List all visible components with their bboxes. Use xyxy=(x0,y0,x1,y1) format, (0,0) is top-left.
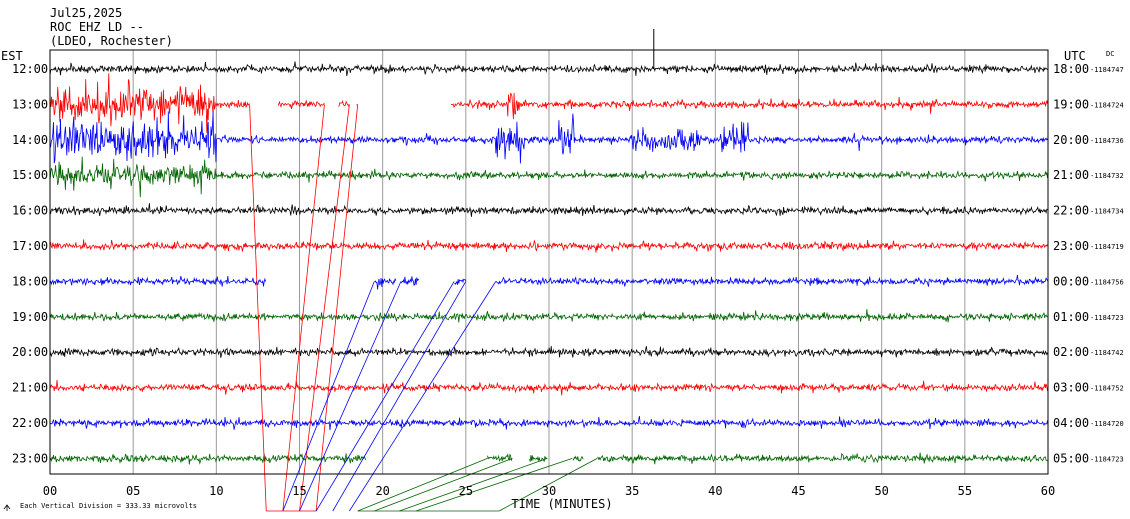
seismic-trace-1900 xyxy=(49,309,1048,323)
header-station: ROC EHZ LD -- xyxy=(50,20,144,34)
seismic-trace-1500 xyxy=(49,156,1048,198)
seismic-trace-1600 xyxy=(49,203,1048,217)
header-network: (LDEO, Rochester) xyxy=(50,34,173,48)
gap-connector-line xyxy=(299,281,402,512)
row-est-label: 15:00 xyxy=(12,168,48,182)
gap-connector-line xyxy=(332,281,467,512)
gap-connector-line xyxy=(315,104,359,512)
row-dc-label: -1184734 xyxy=(1090,208,1124,216)
row-est-label: 16:00 xyxy=(12,204,48,218)
x-tick-label: 45 xyxy=(791,484,805,498)
x-tick-label: 10 xyxy=(209,484,223,498)
gap-connector-line xyxy=(415,458,573,512)
gap-connector-lines xyxy=(249,104,598,512)
seismic-trace-1800 xyxy=(49,274,1048,290)
x-tick-label: 30 xyxy=(542,484,556,498)
row-est-label: 20:00 xyxy=(12,345,48,359)
gap-connector-line xyxy=(374,458,513,512)
scale-arrow-icon xyxy=(3,504,11,511)
row-utc-label: 02:00 xyxy=(1053,345,1089,359)
x-tick-label: 05 xyxy=(126,484,140,498)
gap-connector-line xyxy=(349,281,497,512)
x-axis-ticks: 00 05 10 15 20 25 30 35 40 45 50 55 60 xyxy=(43,484,1055,498)
row-dc-label: -1184747 xyxy=(1090,66,1124,74)
seismic-trace-2300 xyxy=(49,452,1048,465)
seismic-trace-1700 xyxy=(49,239,1048,253)
x-tick-label: 55 xyxy=(958,484,972,498)
x-tick-label: 25 xyxy=(459,484,473,498)
seismic-traces xyxy=(49,29,1048,465)
scale-note: Each Vertical Division = 333.33 microvol… xyxy=(20,502,197,510)
chart-grid xyxy=(132,50,966,474)
gap-connector-line xyxy=(282,281,375,512)
x-tick-label: 50 xyxy=(874,484,888,498)
gap-connector-line xyxy=(357,458,488,512)
row-dc-label: -1184724 xyxy=(1090,101,1124,109)
row-utc-label: 21:00 xyxy=(1053,168,1089,182)
x-tick-label: 35 xyxy=(625,484,639,498)
chart-labels: Jul25,2025 ROC EHZ LD -- (LDEO, Rocheste… xyxy=(1,6,1114,511)
row-est-label: 13:00 xyxy=(12,97,48,111)
gap-connector-line xyxy=(299,104,350,512)
row-utc-label: 23:00 xyxy=(1053,239,1089,253)
row-dc-label: -1184742 xyxy=(1090,349,1124,357)
row-est-label: 23:00 xyxy=(12,451,48,465)
row-est-label: 21:00 xyxy=(12,381,48,395)
header-date: Jul25,2025 xyxy=(50,6,122,20)
row-dc-label: -1184719 xyxy=(1090,243,1124,251)
row-utc-label: 20:00 xyxy=(1053,133,1089,147)
seismic-trace-2000 xyxy=(49,345,1048,358)
row-est-label: 19:00 xyxy=(12,310,48,324)
x-tick-label: 60 xyxy=(1041,484,1055,498)
gap-connector-line xyxy=(315,281,455,512)
row-dc-label: -1184732 xyxy=(1090,172,1124,180)
x-tick-label: 40 xyxy=(708,484,722,498)
seismic-trace-1300 xyxy=(49,73,1048,133)
row-est-label: 22:00 xyxy=(12,416,48,430)
gap-connector-line xyxy=(249,104,267,512)
row-dc-label: -1184752 xyxy=(1090,385,1124,393)
plot-frame xyxy=(49,49,1049,475)
x-tick-label: 20 xyxy=(375,484,389,498)
left-timezone-label: EST xyxy=(1,49,23,63)
x-tick-label: 15 xyxy=(292,484,306,498)
row-utc-label: 00:00 xyxy=(1053,274,1089,288)
dc-offset-label: DC xyxy=(1106,50,1114,58)
gap-connector-line xyxy=(399,458,548,512)
row-est-label: 12:00 xyxy=(12,62,48,76)
row-dc-label: -1184720 xyxy=(1090,420,1124,428)
row-dc-label: -1184756 xyxy=(1090,278,1124,286)
row-est-label: 17:00 xyxy=(12,239,48,253)
row-utc-label: 05:00 xyxy=(1053,451,1089,465)
row-utc-label: 22:00 xyxy=(1053,204,1089,218)
row-utc-label: 03:00 xyxy=(1053,381,1089,395)
row-utc-label: 01:00 xyxy=(1053,310,1089,324)
seismic-trace-2100 xyxy=(49,379,1048,396)
x-tick-label: 00 xyxy=(43,484,57,498)
row-dc-label: -1184723 xyxy=(1090,314,1124,322)
row-utc-label: 19:00 xyxy=(1053,97,1089,111)
row-utc-label: 04:00 xyxy=(1053,416,1089,430)
row-utc-label: 18:00 xyxy=(1053,62,1089,76)
row-est-label: 14:00 xyxy=(12,133,48,147)
x-axis-label: TIME (MINUTES) xyxy=(511,497,612,511)
seismic-trace-2200 xyxy=(49,416,1048,431)
seismic-trace-1200 xyxy=(49,61,1048,77)
row-est-label: 18:00 xyxy=(12,274,48,288)
row-dc-label: -1184736 xyxy=(1090,137,1124,145)
gap-connector-line xyxy=(498,458,598,512)
gap-connector-line xyxy=(282,104,325,512)
row-dc-label: -1184723 xyxy=(1090,455,1124,463)
right-timezone-label: UTC xyxy=(1064,49,1086,63)
seismic-trace-1400 xyxy=(49,111,1048,164)
